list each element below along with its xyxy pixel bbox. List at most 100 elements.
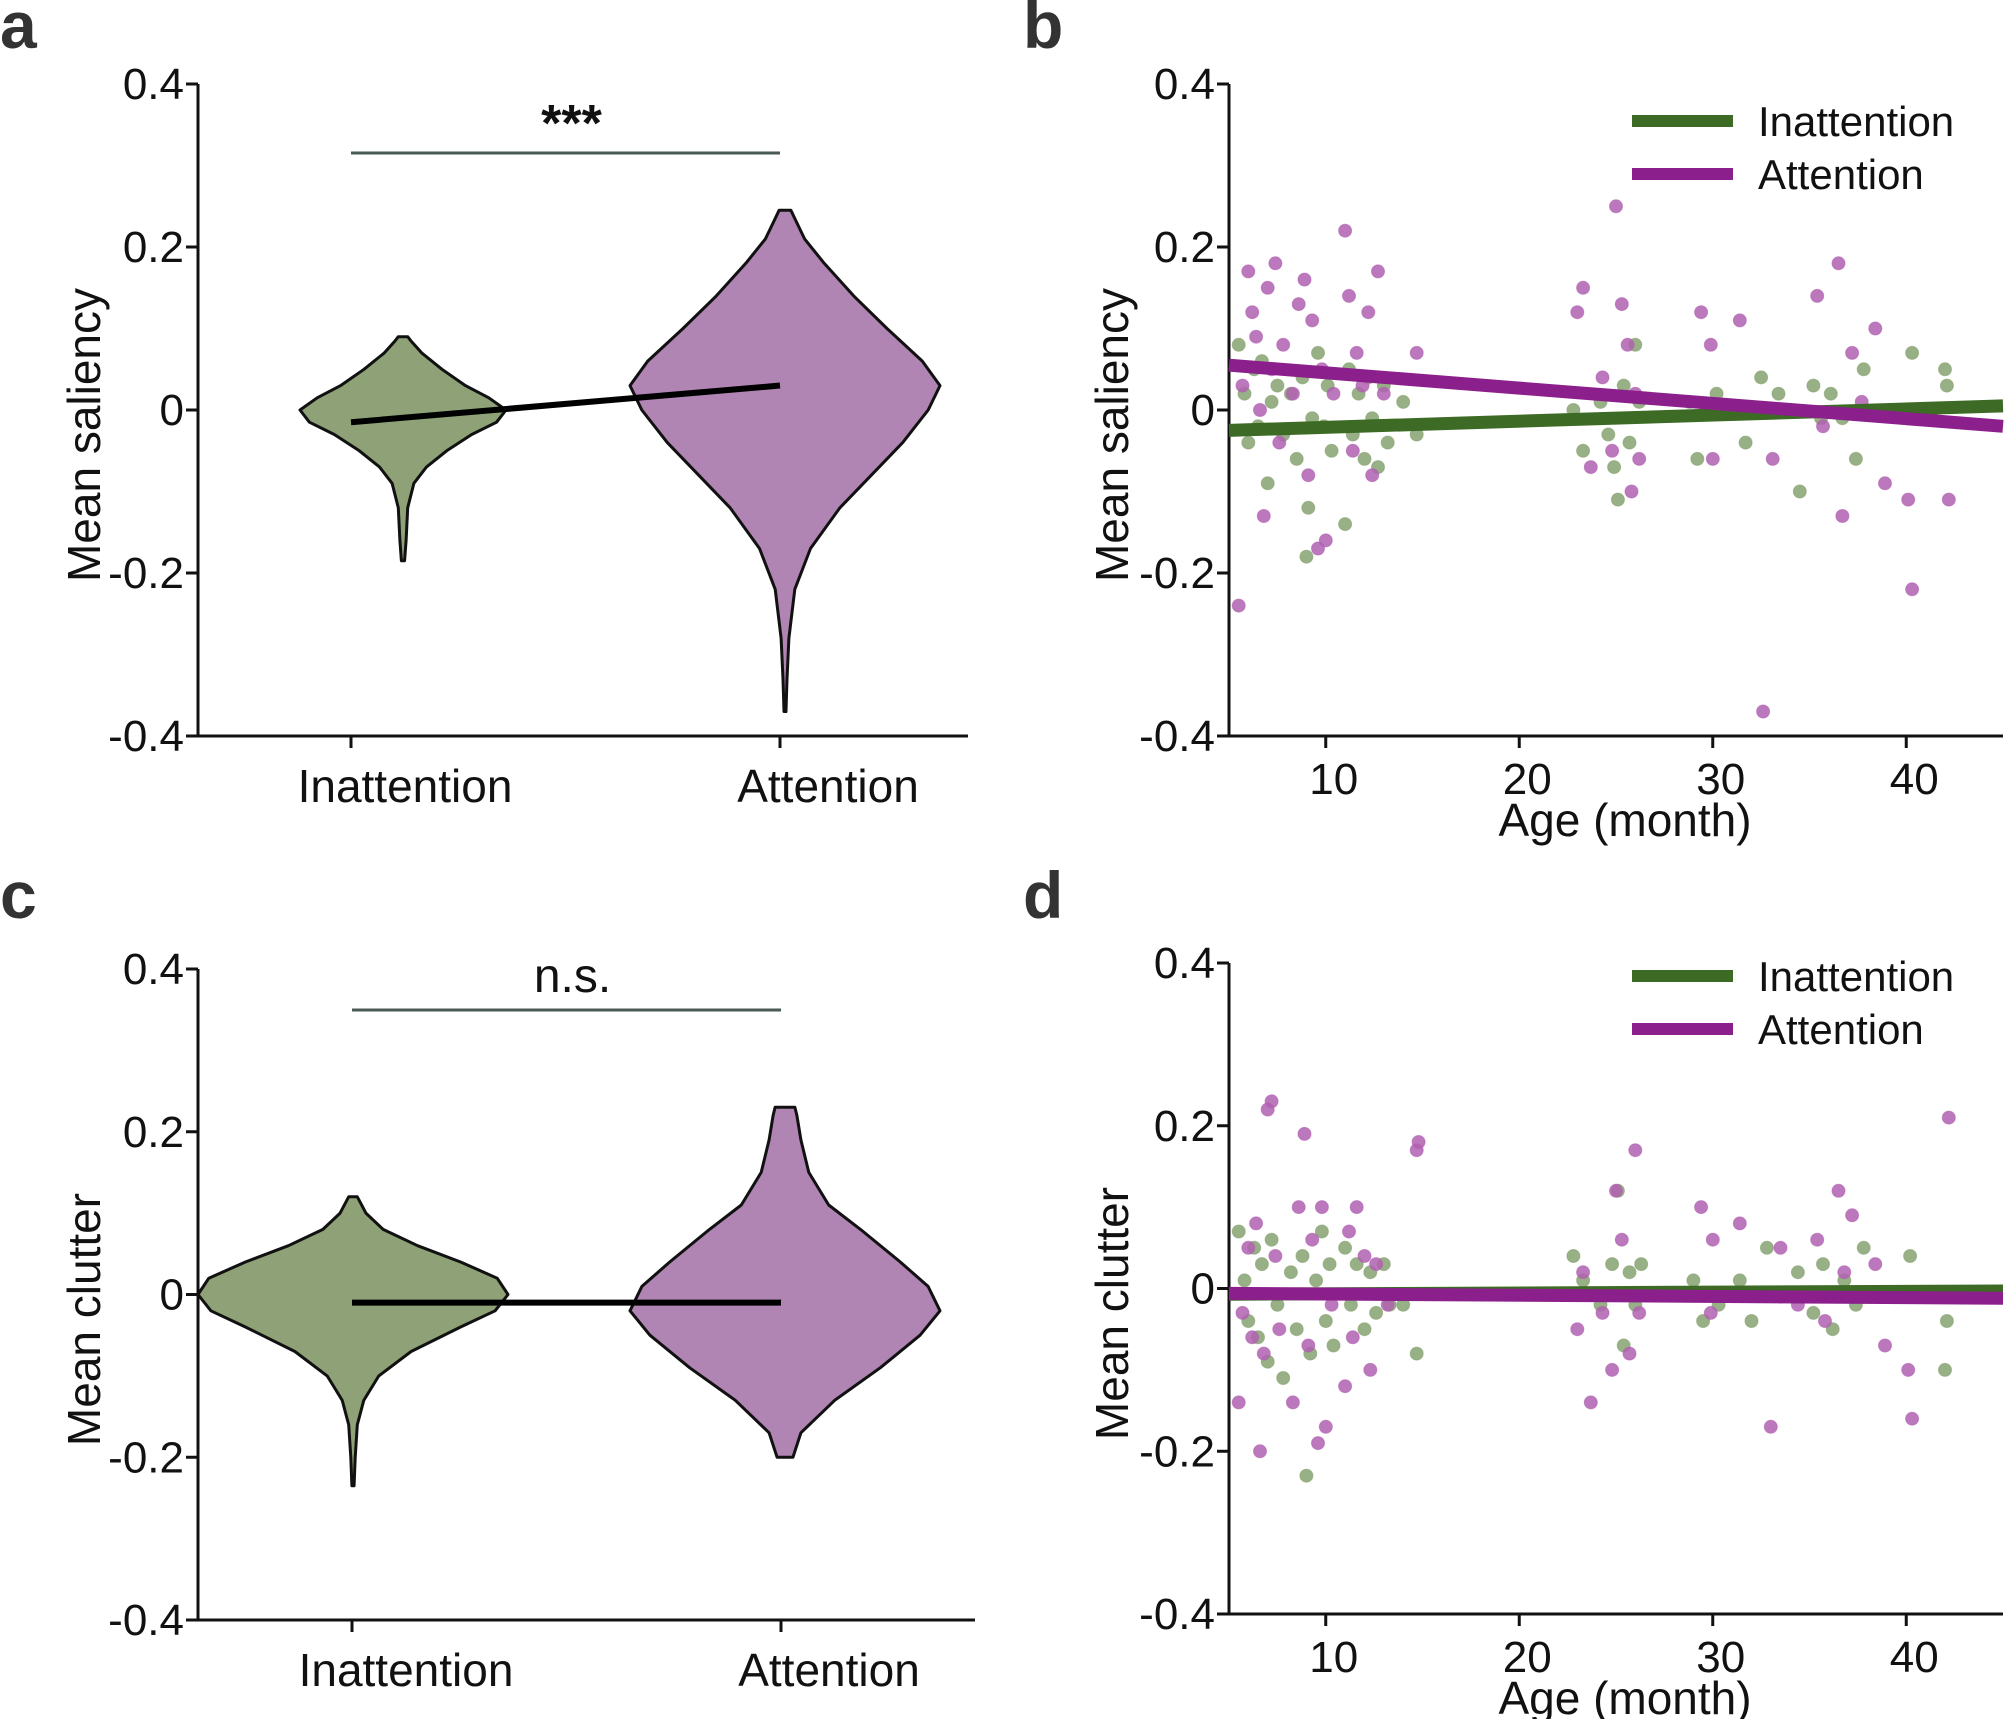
point-attention	[1622, 1346, 1637, 1361]
point-attention	[1694, 305, 1709, 320]
point-attention	[1614, 297, 1629, 312]
point-attention	[1831, 1183, 1846, 1198]
point-attention	[1831, 256, 1846, 271]
point-inattention	[1806, 1305, 1821, 1320]
point-inattention	[1231, 1224, 1246, 1239]
x-tick-label: Attention	[737, 760, 919, 812]
point-inattention	[1237, 1273, 1252, 1288]
point-inattention	[1357, 451, 1372, 466]
point-attention	[1624, 484, 1639, 499]
point-attention	[1338, 1379, 1353, 1394]
point-inattention	[1260, 476, 1275, 491]
point-attention	[1301, 1338, 1316, 1353]
point-attention	[1291, 297, 1306, 312]
point-inattention	[1338, 1240, 1353, 1255]
point-attention	[1609, 199, 1623, 214]
point-attention	[1345, 1330, 1360, 1345]
point-inattention	[1338, 517, 1353, 532]
point-attention	[1371, 264, 1385, 279]
panel-letter: a	[0, 0, 38, 62]
point-inattention	[1301, 500, 1316, 515]
panel-b: b 0.4 0.2 0 -0.2 -0.4 Mean saliency 10 20 30 40 Age…	[1023, 0, 2004, 846]
point-attention	[1318, 1419, 1333, 1434]
point-inattention	[1299, 1468, 1314, 1483]
point-attention	[1732, 1216, 1747, 1231]
point-attention	[1272, 435, 1287, 450]
point-attention	[1810, 288, 1825, 303]
point-attention	[1249, 329, 1264, 344]
point-attention	[1241, 264, 1256, 279]
point-inattention	[1311, 345, 1325, 360]
point-inattention	[1380, 435, 1395, 450]
y-tick-label: 0	[1191, 1265, 1215, 1314]
point-attention	[1583, 460, 1598, 475]
point-inattention	[1607, 460, 1622, 475]
fit-line-attention	[1228, 1286, 2004, 1305]
point-attention	[1318, 533, 1333, 548]
point-attention	[1272, 1322, 1287, 1337]
panel-letter: d	[1023, 858, 1063, 932]
point-inattention	[1264, 394, 1279, 409]
point-attention	[1845, 1208, 1860, 1223]
point-attention	[1256, 509, 1271, 523]
legend-label: Attention	[1758, 151, 1924, 198]
point-attention	[1249, 1216, 1264, 1231]
point-inattention	[1686, 1273, 1701, 1288]
point-attention	[1901, 1362, 1916, 1377]
point-attention	[1345, 443, 1360, 458]
point-inattention	[1396, 394, 1411, 409]
point-inattention	[1270, 378, 1285, 393]
y-tick-label: -0.2	[108, 1433, 184, 1482]
point-attention	[1409, 345, 1424, 360]
point-attention	[1349, 345, 1364, 360]
panel-c: c 0.4 0.2 0 -0.2 -0.4 Mean clutter Inattention A…	[0, 858, 975, 1696]
point-attention	[1570, 305, 1585, 320]
point-attention	[1765, 451, 1780, 466]
point-attention	[1694, 1200, 1709, 1215]
legend-label: Attention	[1758, 1006, 1924, 1053]
point-attention	[1570, 1322, 1585, 1337]
point-inattention	[1324, 443, 1339, 458]
point-inattention	[1369, 1305, 1384, 1320]
y-tick-label: -0.2	[1139, 1427, 1215, 1476]
point-attention	[1326, 386, 1341, 401]
point-attention	[1231, 598, 1246, 613]
y-tick-label: 0.4	[123, 945, 184, 994]
point-attention	[1620, 337, 1635, 352]
point-inattention	[1295, 1249, 1310, 1263]
point-inattention	[1289, 1322, 1304, 1337]
violin-inattention	[298, 335, 508, 563]
point-inattention	[1938, 1362, 1952, 1377]
y-tick-label: 0.4	[123, 60, 184, 109]
legend-label: Inattention	[1758, 98, 1954, 145]
point-attention	[1756, 704, 1771, 719]
point-inattention	[1939, 378, 1954, 393]
point-attention	[1245, 305, 1260, 320]
panel-letter: b	[1023, 0, 1063, 62]
y-tick-label: -0.2	[1139, 549, 1215, 598]
point-attention	[1605, 1362, 1620, 1377]
mean-line	[350, 382, 781, 426]
point-inattention	[1241, 435, 1256, 450]
point-attention	[1878, 1338, 1892, 1353]
point-inattention	[1264, 1232, 1279, 1247]
point-attention	[1609, 1183, 1623, 1198]
y-axis-label: Mean saliency	[58, 288, 110, 582]
point-attention	[1818, 1314, 1832, 1328]
point-attention	[1628, 1143, 1643, 1158]
point-attention	[1268, 1249, 1283, 1263]
x-tick-label: 30	[1696, 1633, 1745, 1682]
panel-d: d 0.4 0.2 0 -0.2 -0.4 Mean clutter 10 20 30 40 Age …	[1023, 858, 2004, 1719]
point-attention	[1235, 378, 1250, 393]
point-attention	[1264, 1094, 1279, 1109]
point-attention	[1245, 1330, 1260, 1345]
point-inattention	[1610, 492, 1625, 507]
x-tick-label: 10	[1309, 755, 1358, 804]
y-axis-label: Mean clutter	[58, 1193, 110, 1446]
point-attention	[1338, 223, 1353, 238]
point-inattention	[1299, 549, 1314, 564]
point-inattention	[1759, 1240, 1774, 1255]
point-attention	[1357, 1249, 1372, 1263]
point-inattention	[1806, 378, 1821, 393]
